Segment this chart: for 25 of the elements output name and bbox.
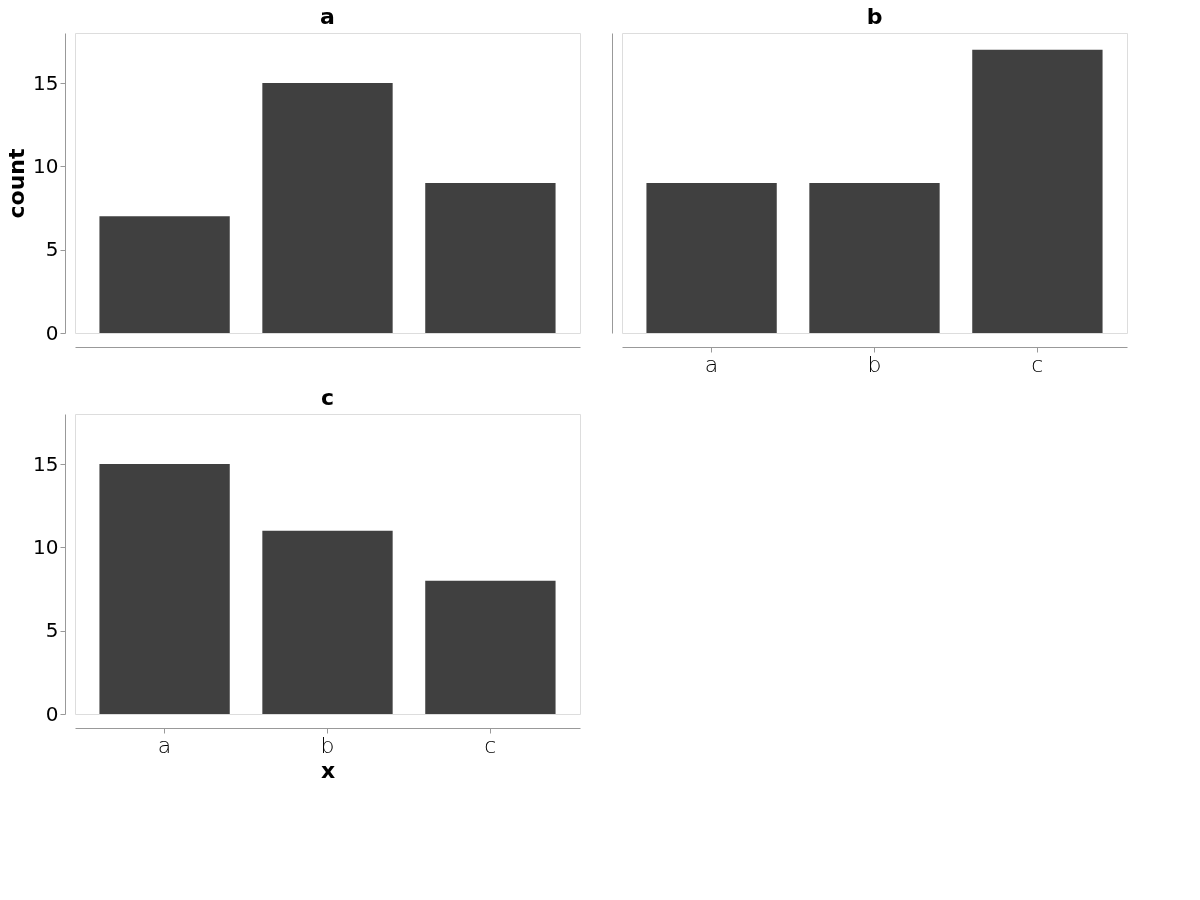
- y-tick-label: 10: [33, 153, 59, 178]
- bar: [99, 216, 230, 333]
- y-tick-label: 15: [33, 70, 59, 95]
- x-tick-label: c: [484, 732, 497, 758]
- x-tick-label: a: [157, 732, 172, 758]
- y-axis-title: count: [4, 148, 30, 219]
- x-tick-label: a: [704, 351, 719, 377]
- chart-title: a: [320, 4, 335, 29]
- x-tick-label: b: [320, 732, 335, 758]
- y-tick-label: 10: [33, 534, 59, 559]
- y-tick-label: 5: [45, 237, 59, 262]
- chart-title: b: [866, 4, 883, 29]
- bar: [425, 580, 556, 714]
- bar: [262, 530, 393, 714]
- chart-title: c: [320, 385, 335, 410]
- bar: [99, 464, 230, 714]
- y-tick-label: 0: [45, 701, 59, 726]
- x-tick-label: b: [867, 351, 882, 377]
- x-tick-label: c: [1031, 351, 1044, 377]
- y-tick-label: 0: [45, 320, 59, 345]
- y-tick-label: 5: [45, 618, 59, 643]
- bar: [262, 83, 393, 333]
- x-axis-title: x: [320, 757, 336, 783]
- y-tick-label: 15: [33, 451, 59, 476]
- bar: [425, 183, 556, 333]
